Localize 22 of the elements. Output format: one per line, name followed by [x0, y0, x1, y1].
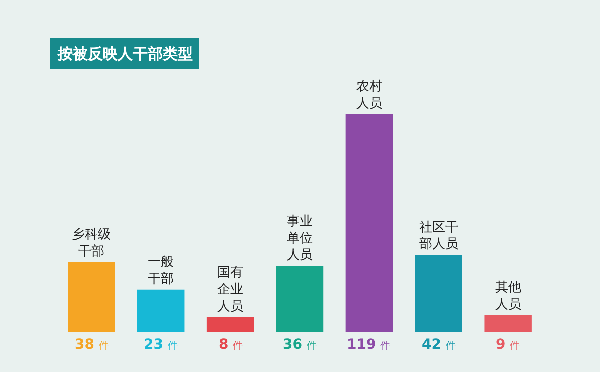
data-label: 23 件 [144, 337, 178, 353]
bar [138, 290, 185, 332]
bar [276, 266, 324, 332]
data-label: 36 件 [283, 337, 317, 353]
data-label: 119 件 [347, 337, 391, 353]
bar [484, 316, 532, 332]
data-label: 9 件 [496, 337, 520, 353]
x-tick-label: 国有企业人员 [218, 266, 244, 314]
bar [346, 114, 394, 332]
bar [68, 262, 116, 332]
x-tick-label: 一般干部 [148, 255, 174, 287]
x-tick-label: 事业单位人员 [287, 214, 313, 264]
bar [415, 255, 462, 332]
data-label: 38 件 [75, 337, 109, 353]
x-tick-label: 社区干部人员 [419, 220, 458, 252]
bar [206, 317, 254, 332]
data-label: 8 件 [219, 337, 244, 353]
x-tick-label: 乡科级干部 [72, 228, 112, 260]
x-tick-label: 农村人员 [356, 79, 382, 112]
data-label: 42 件 [422, 337, 456, 353]
chart-title: 按被反映人干部类型 [57, 45, 193, 63]
x-tick-label: 其他人员 [495, 280, 522, 313]
